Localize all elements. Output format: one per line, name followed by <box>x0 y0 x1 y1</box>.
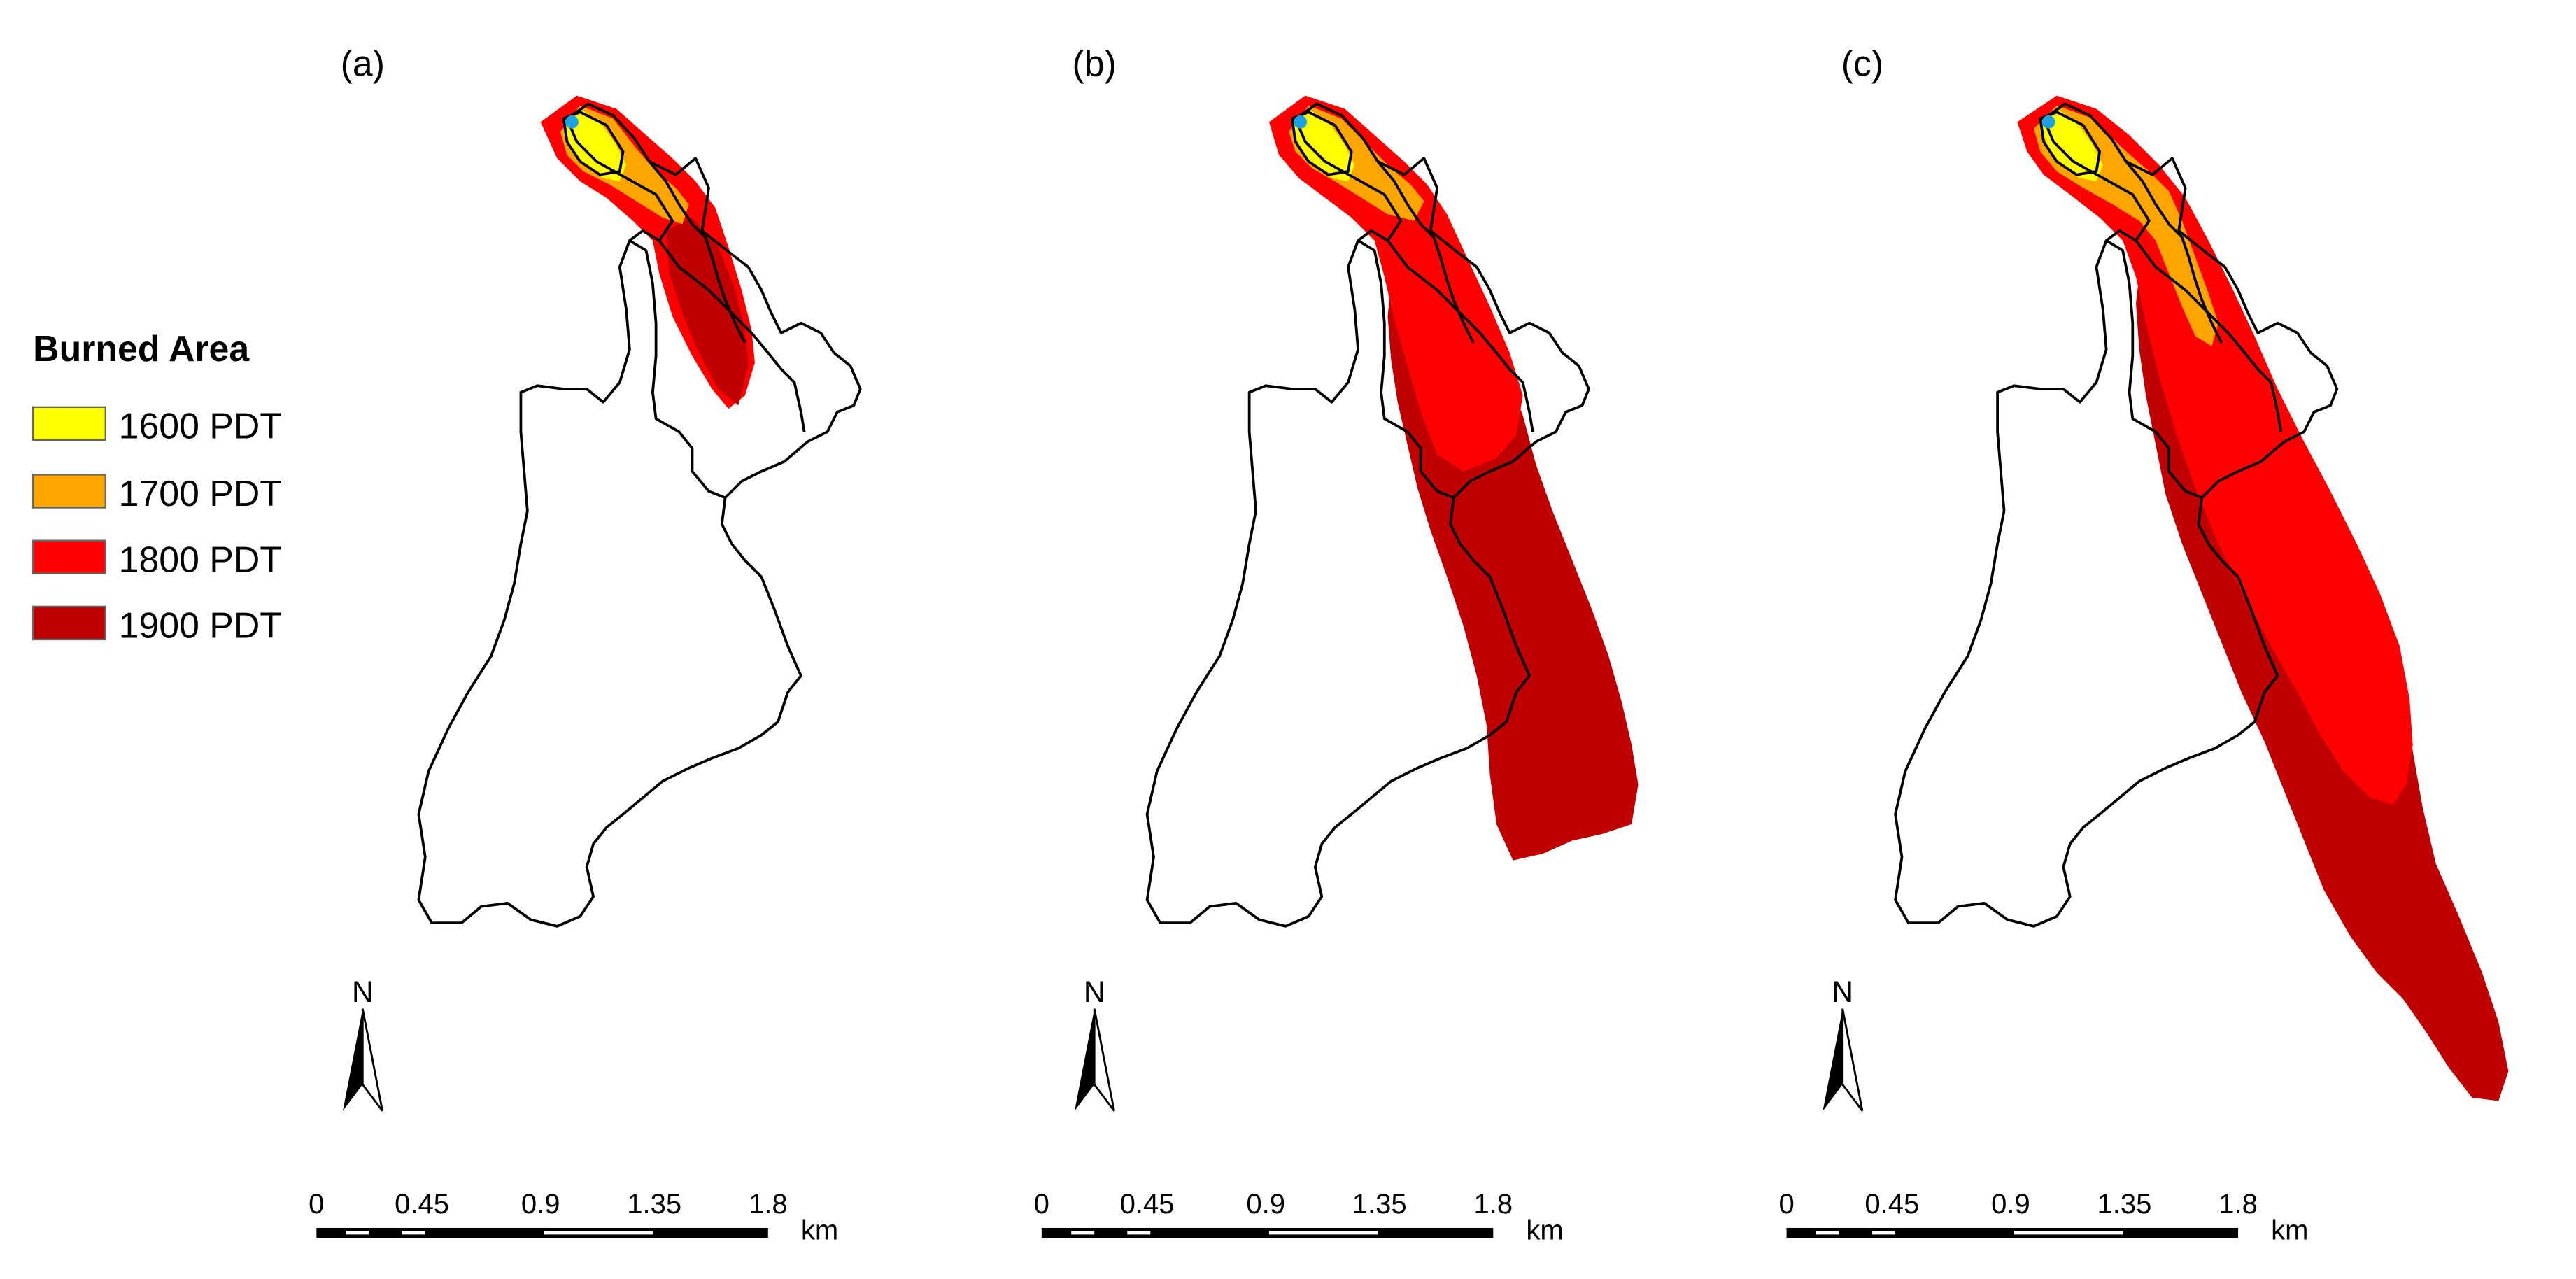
scale-unit-c: km <box>2271 1215 2308 1245</box>
legend-label-1800: 1800 PDT <box>119 539 282 579</box>
ignition-point-b <box>1294 115 1308 129</box>
panel-label-c: (c) <box>1841 43 1883 83</box>
ignition-point-c <box>2041 115 2055 129</box>
scale-bar-c: 0 0.45 0.9 1.35 1.8 km <box>1778 1189 2308 1246</box>
north-arrow-icon-a <box>341 1008 383 1112</box>
scale-tick-3-c: 1.35 <box>2097 1189 2152 1220</box>
map-panel-c <box>1894 95 2509 1101</box>
scale-tick-3-a: 1.35 <box>627 1189 681 1220</box>
scale-tick-4-a: 1.8 <box>749 1189 788 1220</box>
legend-label-1900: 1900 PDT <box>119 605 282 646</box>
legend-label-1700: 1700 PDT <box>119 473 282 514</box>
scale-unit-b: km <box>1526 1215 1563 1245</box>
north-arrow-c: N <box>1822 975 1864 1112</box>
legend-label-1600: 1600 PDT <box>119 406 282 446</box>
scale-bar-a: 0 0.45 0.9 1.35 1.8 km <box>309 1189 838 1246</box>
scale-tick-4-c: 1.8 <box>2218 1189 2258 1220</box>
scale-tick-2-b: 0.9 <box>1246 1189 1285 1220</box>
scale-tick-0-c: 0 <box>1778 1189 1794 1220</box>
legend: Burned Area 1600 PDT 1700 PDT 1800 PDT 1… <box>31 328 282 646</box>
panel-label-b: (b) <box>1073 43 1117 83</box>
burn-area-1800-c <box>2017 95 2413 805</box>
legend-swatch-1600 <box>31 406 106 441</box>
north-arrow-a: N <box>341 975 383 1112</box>
scale-tick-1-a: 0.45 <box>395 1189 449 1220</box>
scale-tick-2-c: 0.9 <box>1991 1189 2030 1220</box>
ignition-point-a <box>565 115 579 129</box>
scale-tick-4-b: 1.8 <box>1473 1189 1513 1220</box>
panel-label-a: (a) <box>341 43 385 83</box>
legend-swatch-1800 <box>31 539 106 574</box>
scale-tick-0-b: 0 <box>1034 1189 1049 1220</box>
legend-swatch-1900 <box>31 605 106 641</box>
scale-tick-2-a: 0.9 <box>521 1189 560 1220</box>
legend-title: Burned Area <box>33 328 250 369</box>
north-arrow-icon-b <box>1073 1008 1115 1112</box>
scale-bar-b: 0 0.45 0.9 1.35 1.8 km <box>1034 1189 1564 1246</box>
north-arrow-icon-c <box>1822 1008 1864 1112</box>
map-panel-a <box>417 95 862 928</box>
north-label-a: N <box>352 975 374 1008</box>
scale-tick-3-b: 1.35 <box>1352 1189 1407 1220</box>
legend-swatch-1700 <box>31 474 106 509</box>
scale-tick-0-a: 0 <box>309 1189 324 1220</box>
scale-tick-1-c: 0.45 <box>1864 1189 1919 1220</box>
map-panel-b <box>1145 95 1639 928</box>
north-label-c: N <box>1832 975 1853 1008</box>
north-arrow-b: N <box>1073 975 1115 1112</box>
north-label-b: N <box>1084 975 1105 1008</box>
scale-unit-a: km <box>801 1215 838 1245</box>
scale-tick-1-b: 0.45 <box>1120 1189 1175 1220</box>
